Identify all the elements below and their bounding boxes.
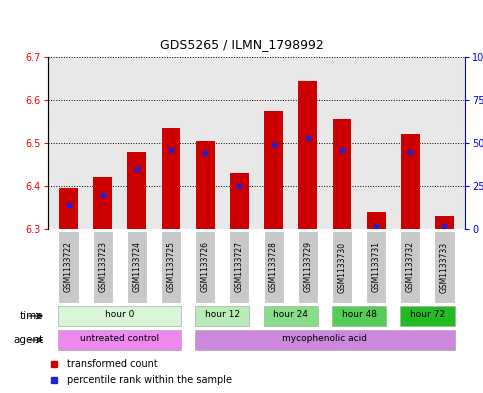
Bar: [195, 306, 250, 326]
Bar: [435, 216, 454, 229]
Bar: [161, 231, 181, 303]
Bar: [400, 231, 420, 303]
Text: GSM1133723: GSM1133723: [98, 242, 107, 292]
Text: GSM1133729: GSM1133729: [303, 242, 313, 292]
Bar: [128, 152, 146, 229]
Text: mycophenolic acid: mycophenolic acid: [283, 334, 368, 343]
Text: hour 0: hour 0: [105, 310, 134, 320]
Text: GSM1133730: GSM1133730: [338, 241, 346, 292]
Bar: [401, 134, 420, 229]
Bar: [58, 231, 79, 303]
Text: GSM1133733: GSM1133733: [440, 241, 449, 292]
Text: agent: agent: [13, 335, 43, 345]
Bar: [93, 177, 112, 229]
Bar: [298, 231, 318, 303]
Text: hour 72: hour 72: [410, 310, 445, 320]
Bar: [332, 306, 386, 326]
Bar: [93, 231, 113, 303]
Text: GSM1133725: GSM1133725: [167, 242, 175, 292]
Bar: [230, 173, 249, 229]
Bar: [59, 188, 78, 229]
Text: time: time: [19, 311, 43, 321]
Text: GSM1133732: GSM1133732: [406, 242, 415, 292]
Bar: [298, 81, 317, 229]
Text: GSM1133722: GSM1133722: [64, 242, 73, 292]
Bar: [367, 212, 385, 229]
Text: untreated control: untreated control: [80, 334, 159, 343]
Bar: [332, 231, 352, 303]
Text: GDS5265 / ILMN_1798992: GDS5265 / ILMN_1798992: [159, 38, 324, 51]
Bar: [195, 231, 215, 303]
Bar: [400, 306, 455, 326]
Text: GSM1133727: GSM1133727: [235, 242, 244, 292]
Bar: [58, 330, 181, 350]
Bar: [195, 330, 455, 350]
Text: hour 48: hour 48: [341, 310, 377, 320]
Bar: [264, 111, 283, 229]
Bar: [229, 231, 250, 303]
Text: hour 12: hour 12: [205, 310, 240, 320]
Text: GSM1133731: GSM1133731: [371, 242, 381, 292]
Bar: [434, 231, 455, 303]
Text: GSM1133728: GSM1133728: [269, 242, 278, 292]
Text: GSM1133726: GSM1133726: [201, 242, 210, 292]
Bar: [162, 128, 181, 229]
Bar: [264, 231, 284, 303]
Bar: [196, 141, 214, 229]
Text: hour 24: hour 24: [273, 310, 308, 320]
Bar: [58, 306, 181, 326]
Text: GSM1133724: GSM1133724: [132, 242, 142, 292]
Bar: [333, 119, 351, 229]
Bar: [264, 306, 318, 326]
Text: percentile rank within the sample: percentile rank within the sample: [67, 375, 232, 385]
Bar: [127, 231, 147, 303]
Text: transformed count: transformed count: [67, 359, 157, 369]
Bar: [366, 231, 386, 303]
